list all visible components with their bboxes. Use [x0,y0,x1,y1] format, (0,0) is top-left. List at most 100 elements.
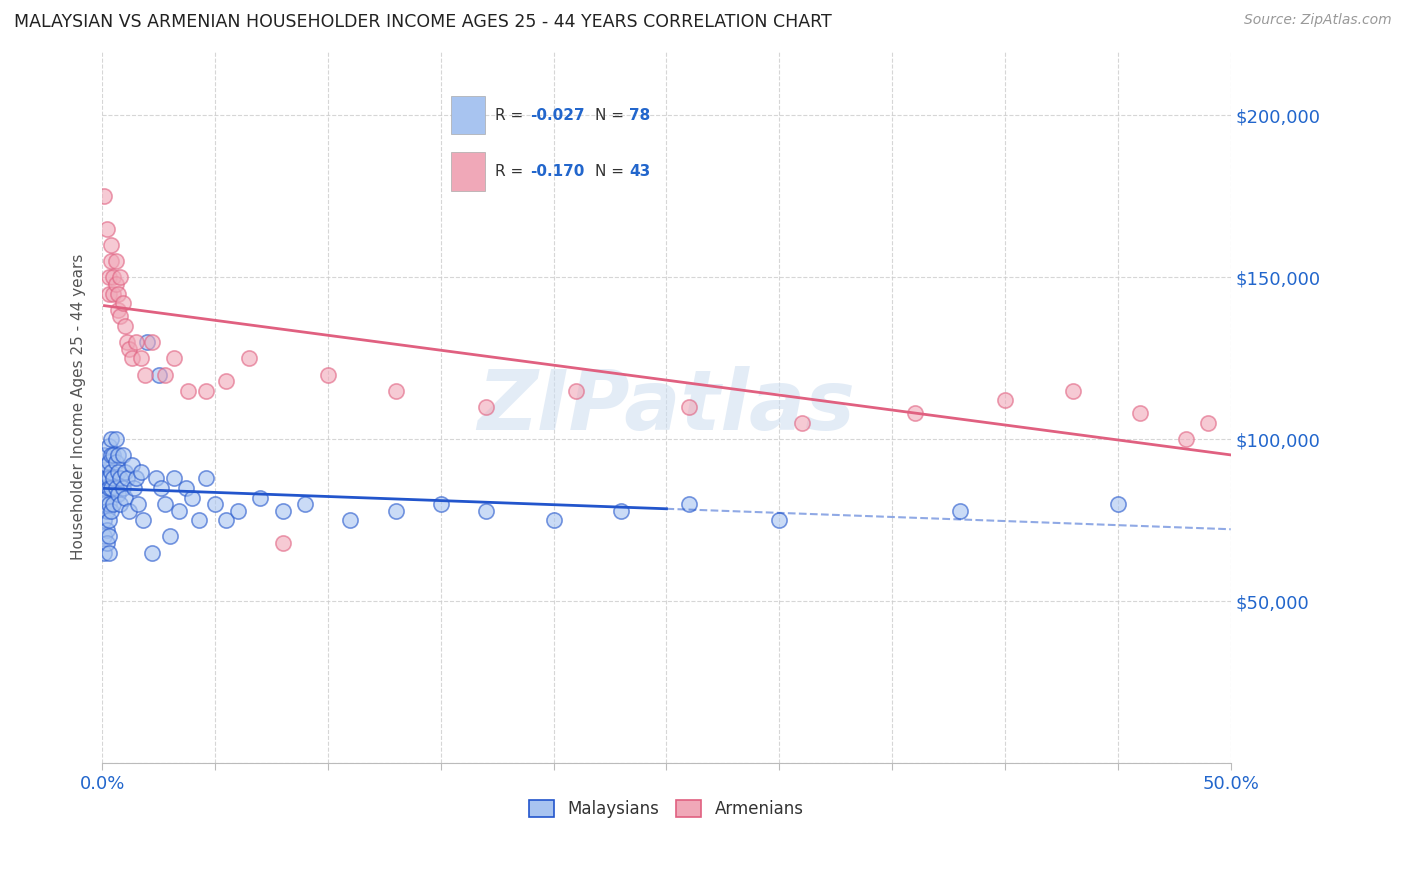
Point [121,351,143,366]
Point [141,546,163,560]
Point [136,335,159,350]
Point [195,471,218,485]
Point [167,503,190,517]
Point [155,368,177,382]
Point [110,471,132,485]
Point [100,503,122,517]
Point [93,513,115,527]
Point [98,546,121,560]
Point [610,503,633,517]
Point [122,481,145,495]
Text: MALAYSIAN VS ARMENIAN HOUSEHOLDER INCOME AGES 25 - 44 YEARS CORRELATION CHART: MALAYSIAN VS ARMENIAN HOUSEHOLDER INCOME… [14,13,832,31]
Point [384,384,406,398]
Point [96,523,118,537]
Point [475,503,498,517]
Point [429,497,451,511]
Point [163,471,186,485]
Text: Source: ZipAtlas.com: Source: ZipAtlas.com [1244,13,1392,28]
Point [148,368,170,382]
Point [174,481,197,495]
Point [104,481,127,495]
Point [129,465,152,479]
Point [125,471,148,485]
Point [114,318,136,333]
Point [949,503,972,517]
Point [316,368,339,382]
Point [181,491,204,505]
Point [118,342,141,356]
Point [93,497,115,511]
Point [129,351,152,366]
Point [249,491,271,505]
Point [103,270,125,285]
Point [159,529,181,543]
Point [107,465,129,479]
Point [93,465,115,479]
Legend: Malaysians, Armenians: Malaysians, Armenians [522,791,811,826]
Point [127,497,149,511]
Point [100,238,122,252]
Point [98,497,121,511]
Point [111,449,134,463]
Point [98,286,121,301]
Point [678,400,700,414]
Point [103,449,125,463]
Point [96,471,118,485]
Point [93,449,115,463]
Point [104,254,127,268]
Point [98,270,121,285]
Point [111,481,134,495]
Point [110,270,132,285]
Point [195,384,218,398]
Point [96,503,118,517]
Point [163,351,186,366]
Point [100,449,122,463]
Point [134,368,156,382]
Point [215,374,238,388]
Point [104,455,127,469]
Point [145,471,167,485]
Point [104,277,127,291]
Point [93,546,115,560]
Point [96,221,118,235]
Point [155,497,177,511]
Point [768,513,790,527]
Point [98,529,121,543]
Point [98,471,121,485]
Point [107,286,129,301]
Point [790,416,813,430]
Point [141,335,163,350]
Point [132,513,155,527]
Point [125,335,148,350]
Point [103,471,125,485]
Point [107,487,129,501]
Point [93,189,115,203]
Point [114,465,136,479]
Point [110,310,132,324]
Point [114,491,136,505]
Point [107,449,129,463]
Point [115,471,138,485]
Point [118,503,141,517]
Point [98,513,121,527]
Point [100,465,122,479]
Point [103,497,125,511]
Point [565,384,588,398]
Point [215,513,238,527]
Point [96,536,118,550]
Point [93,529,115,543]
Point [1197,416,1219,430]
Point [1062,384,1084,398]
Point [678,497,700,511]
Point [96,458,118,473]
Point [107,302,129,317]
Point [98,455,121,469]
Point [188,513,211,527]
Point [1129,406,1152,420]
Point [1174,432,1197,446]
Point [93,481,115,495]
Point [98,481,121,495]
Point [98,439,121,453]
Text: ZIPatlas: ZIPatlas [478,367,855,448]
Point [271,503,294,517]
